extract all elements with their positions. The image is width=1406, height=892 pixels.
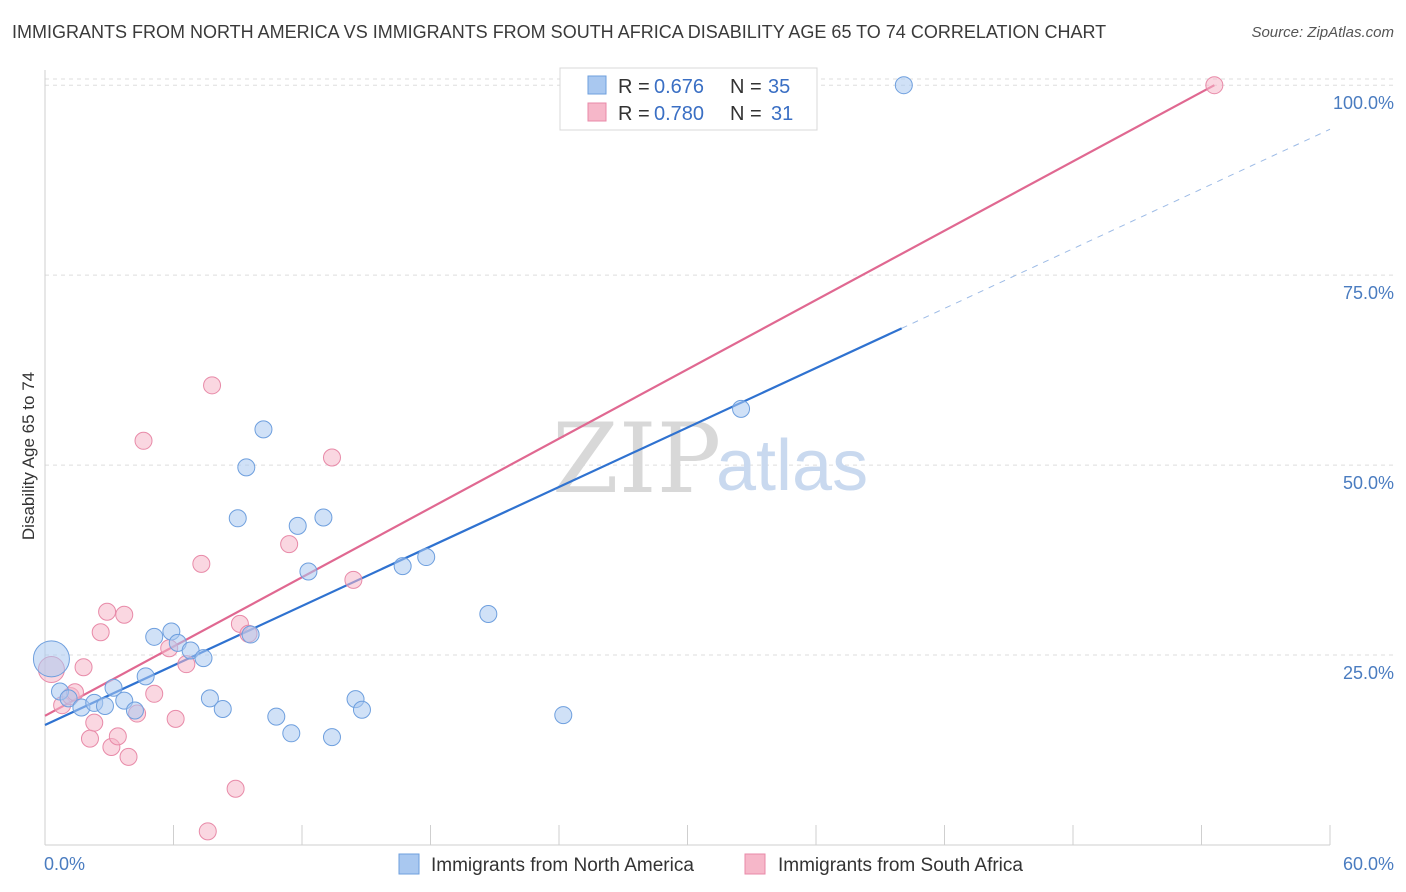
point-south-africa-19 — [192, 554, 211, 573]
legend-n-label-2: N = — [730, 103, 762, 125]
legend-r-value-2: 0.780 — [654, 103, 704, 125]
point-north-america-22 — [282, 724, 301, 743]
point-south-africa-15 — [145, 684, 164, 703]
point-north-america-17 — [228, 509, 247, 528]
point-north-america-33 — [732, 399, 751, 418]
x-tick-label-min: 0.0% — [44, 854, 85, 874]
point-north-america-18 — [237, 458, 256, 477]
point-north-america-16 — [213, 699, 232, 718]
legend-swatch-south-africa — [587, 102, 607, 122]
chart-title: IMMIGRANTS FROM NORTH AMERICA VS IMMIGRA… — [12, 22, 1107, 42]
point-north-america-24 — [299, 562, 318, 581]
point-north-america-34 — [894, 76, 913, 95]
point-north-america-23 — [288, 516, 307, 535]
legend-swatch-north-america — [587, 75, 607, 95]
x-tick-label-max: 60.0% — [1343, 854, 1394, 874]
y-tick-label-25: 25.0% — [1343, 663, 1394, 683]
y-tick-label-100: 100.0% — [1333, 93, 1394, 113]
watermark-zip: ZIP — [552, 403, 721, 515]
chart-source: Source: ZipAtlas.com — [1251, 24, 1394, 41]
point-north-america-9 — [136, 667, 155, 686]
point-south-africa-10 — [108, 727, 127, 746]
point-north-america-28 — [352, 700, 371, 719]
point-north-america-10 — [145, 627, 164, 646]
watermark-atlas: atlas — [716, 426, 868, 506]
point-north-america-29 — [393, 557, 412, 576]
point-south-africa-12 — [119, 747, 138, 766]
point-north-america-25 — [314, 508, 333, 527]
point-north-america-31 — [479, 605, 498, 624]
point-south-africa-17 — [166, 709, 185, 728]
point-north-america-5 — [95, 696, 114, 715]
point-north-america-32 — [554, 706, 573, 725]
point-south-africa-25 — [280, 535, 299, 554]
gridlines — [45, 78, 1394, 656]
point-south-africa-6 — [85, 713, 104, 732]
legend-r-label-2: R = — [618, 103, 650, 125]
point-south-africa-26 — [322, 448, 341, 467]
legend-box: R = 0.676 N = 35 R = 0.780 N = 31 — [559, 67, 818, 131]
point-north-america-15 — [200, 689, 219, 708]
point-south-africa-8 — [98, 602, 117, 621]
point-north-america-0 — [32, 640, 70, 678]
x-axis-ticks — [44, 825, 1331, 845]
point-south-africa-28 — [1205, 76, 1224, 95]
trend-line-south-africa — [44, 84, 1215, 717]
bottom-legend-swatch-north-america — [398, 853, 420, 875]
point-south-africa-27 — [344, 570, 363, 589]
legend-n-value-2: 31 — [771, 103, 793, 125]
bottom-legend: Immigrants from North America Immigrants… — [398, 853, 1023, 876]
point-north-america-21 — [267, 707, 286, 726]
point-south-africa-4 — [74, 658, 93, 677]
data-points — [32, 76, 1224, 841]
trend-line-north-america-extension — [901, 128, 1331, 329]
bottom-legend-swatch-south-africa — [744, 853, 766, 875]
point-north-america-8 — [125, 701, 144, 720]
point-south-africa-7 — [91, 623, 110, 642]
point-north-america-2 — [59, 689, 78, 708]
legend-r-label-1: R = — [618, 76, 650, 98]
y-tick-labels: 25.0% 50.0% 75.0% 100.0% — [1333, 93, 1394, 683]
y-tick-label-75: 75.0% — [1343, 283, 1394, 303]
point-south-africa-11 — [115, 605, 134, 624]
point-south-africa-14 — [134, 431, 153, 450]
point-north-america-19 — [241, 625, 260, 644]
point-south-africa-20 — [198, 822, 217, 841]
y-axis-title: Disability Age 65 to 74 — [19, 372, 38, 540]
trend-line-north-america — [44, 327, 903, 726]
point-north-america-30 — [417, 548, 436, 567]
legend-r-value-1: 0.676 — [654, 76, 704, 98]
bottom-legend-label-north-america: Immigrants from North America — [431, 855, 694, 876]
point-north-america-14 — [194, 649, 213, 668]
point-north-america-26 — [322, 728, 341, 747]
y-tick-label-50: 50.0% — [1343, 473, 1394, 493]
bottom-legend-label-south-africa: Immigrants from South Africa — [778, 855, 1023, 876]
point-south-africa-5 — [80, 729, 99, 748]
point-north-america-6 — [104, 678, 123, 697]
point-south-africa-21 — [203, 376, 222, 395]
legend-n-value-1: 35 — [768, 76, 790, 98]
point-south-africa-22 — [226, 779, 245, 798]
point-north-america-20 — [254, 420, 273, 439]
legend-n-label-1: N = — [730, 76, 762, 98]
